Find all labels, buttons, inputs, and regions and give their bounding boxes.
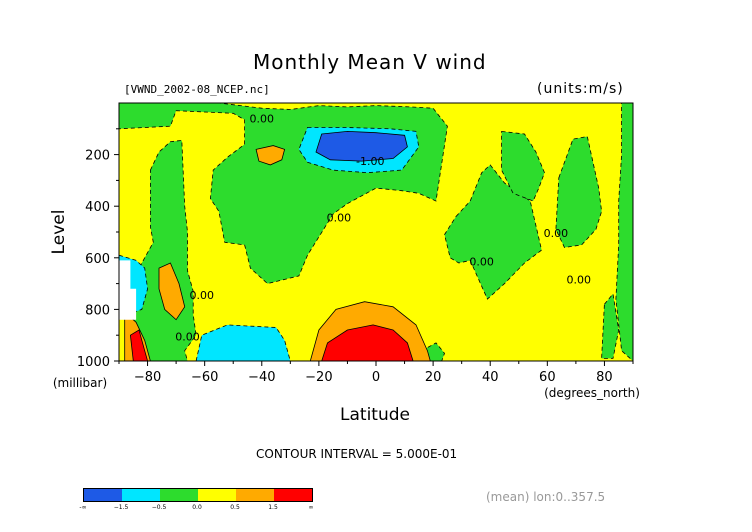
y-axis-ticks: 200 400 600 800 1000 (77, 128, 119, 370)
legend-tick-label: 0.5 (230, 504, 240, 511)
contour-interval-label: CONTOUR INTERVAL = 5.000E-01 (256, 447, 458, 461)
x-axis-label: Latitude (340, 405, 410, 425)
x-tick-label: −20 (305, 370, 332, 385)
x-axis-ticks: −80 −60 −40 −20 0 20 40 60 80 (118, 361, 634, 385)
masked-regions (119, 260, 137, 320)
legend-swatch-4 (198, 489, 236, 501)
legend-swatch-1 (84, 489, 122, 501)
contour-line-label: 0.00 (544, 227, 569, 240)
x-tick-label: −80 (134, 370, 161, 385)
contour-line-label: 0.00 (469, 256, 494, 269)
contour-region-6 (555, 136, 603, 248)
y-tick-label: 200 (85, 149, 110, 164)
x-tick-label: 0 (372, 370, 380, 385)
legend-swatch-3 (160, 489, 198, 501)
legend-tick-label: -∞ (79, 504, 87, 511)
color-legend-bar (83, 488, 313, 502)
x-tick-label: −40 (248, 370, 275, 385)
mean-note: (mean) lon:0..357.5 (486, 490, 606, 504)
contour-region-19 (129, 329, 149, 362)
contour-region-7 (615, 102, 634, 362)
contour-region-11 (315, 130, 408, 162)
x-axis-unit-label: (degrees_north) (544, 386, 640, 400)
legend-tick-label: −1.5 (113, 504, 129, 511)
contour-line-label: 0.00 (250, 112, 275, 125)
masked-region-1 (119, 260, 137, 320)
y-tick-label: 600 (85, 252, 110, 267)
x-tick-label: −60 (191, 370, 218, 385)
contour-labels: 0.00 -1.00 0.00 0.00 0.00 0.00 0.00 0.00 (175, 112, 591, 343)
contour-line-label: 0.00 (190, 289, 215, 302)
x-tick-label: 60 (539, 370, 556, 385)
x-tick-label: 20 (425, 370, 442, 385)
y-tick-label: 1000 (77, 355, 110, 370)
contour-line-label: 0.00 (566, 274, 591, 287)
filled-contour-regions (118, 102, 634, 362)
units-label: (units:m/s) (537, 81, 624, 97)
legend-tick-label: −0.5 (151, 504, 167, 511)
legend-tick-label: 0.0 (192, 504, 202, 511)
contour-line-label: -1.00 (356, 155, 384, 168)
chart-title: Monthly Mean V wind (253, 50, 487, 74)
contour-region-5 (501, 130, 545, 202)
y-tick-label: 400 (85, 200, 110, 215)
legend-swatch-2 (122, 489, 160, 501)
legend-tick-label: ∞ (308, 504, 314, 511)
legend-swatch-5 (236, 489, 274, 501)
contour-region-15 (158, 262, 186, 321)
y-axis-unit-label: (millibar) (53, 376, 107, 390)
legend-swatch-6 (274, 489, 312, 501)
contour-line-label: 0.00 (327, 212, 352, 225)
contour-region-18 (321, 324, 414, 362)
contour-line-label: 0.00 (175, 330, 200, 343)
contour-region-14 (255, 145, 286, 166)
x-tick-label: 40 (482, 370, 499, 385)
contour-region-9 (601, 292, 620, 359)
file-label: [VWND_2002-08_NCEP.nc] (124, 83, 270, 96)
contour-region-12 (195, 324, 291, 362)
x-tick-label: 80 (596, 370, 613, 385)
y-axis-label: Level (49, 210, 69, 255)
contour-region-4 (444, 164, 543, 300)
legend-tick-label: 1.5 (268, 504, 278, 511)
y-tick-label: 800 (85, 303, 110, 318)
